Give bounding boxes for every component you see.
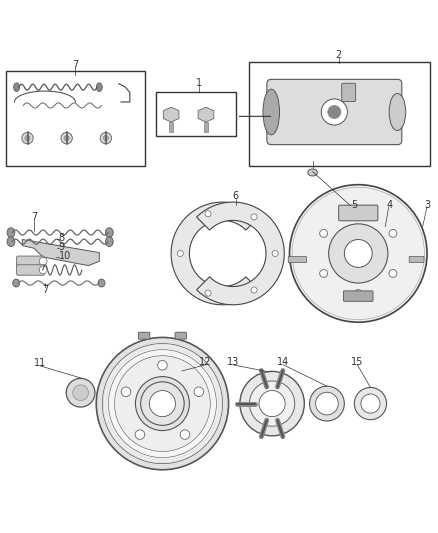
- Text: 9: 9: [59, 242, 65, 252]
- Circle shape: [320, 270, 328, 277]
- Ellipse shape: [389, 93, 406, 131]
- Circle shape: [389, 270, 397, 277]
- Ellipse shape: [7, 237, 15, 246]
- Circle shape: [61, 133, 72, 144]
- Text: 3: 3: [424, 200, 430, 209]
- FancyBboxPatch shape: [342, 83, 356, 102]
- Ellipse shape: [96, 83, 102, 92]
- Circle shape: [109, 350, 216, 457]
- Polygon shape: [163, 107, 179, 122]
- Circle shape: [158, 360, 167, 370]
- Text: 7: 7: [72, 60, 78, 70]
- Polygon shape: [22, 239, 99, 265]
- Circle shape: [180, 430, 190, 439]
- Circle shape: [354, 209, 362, 217]
- Ellipse shape: [106, 237, 113, 246]
- Circle shape: [121, 387, 131, 397]
- Circle shape: [354, 387, 387, 419]
- Polygon shape: [198, 107, 214, 122]
- FancyBboxPatch shape: [409, 256, 424, 263]
- Text: 1: 1: [196, 78, 202, 88]
- Ellipse shape: [263, 89, 279, 135]
- Circle shape: [115, 356, 210, 451]
- Text: 14: 14: [277, 357, 290, 367]
- Circle shape: [149, 391, 176, 417]
- Circle shape: [251, 214, 257, 220]
- FancyBboxPatch shape: [343, 291, 373, 301]
- Text: 2: 2: [336, 51, 342, 60]
- FancyBboxPatch shape: [175, 332, 186, 339]
- Circle shape: [135, 430, 145, 439]
- Circle shape: [177, 251, 184, 256]
- Ellipse shape: [98, 279, 105, 287]
- Text: 15: 15: [351, 357, 364, 367]
- Text: 6: 6: [233, 191, 239, 201]
- Text: 7: 7: [32, 212, 38, 222]
- Text: 12: 12: [199, 357, 211, 367]
- Circle shape: [39, 257, 47, 265]
- Text: 4: 4: [387, 200, 393, 209]
- FancyBboxPatch shape: [288, 256, 307, 263]
- Circle shape: [96, 337, 229, 470]
- FancyBboxPatch shape: [204, 122, 208, 133]
- FancyBboxPatch shape: [267, 79, 402, 144]
- Text: 8: 8: [59, 233, 65, 243]
- FancyBboxPatch shape: [250, 62, 430, 166]
- Circle shape: [259, 391, 285, 417]
- Ellipse shape: [308, 169, 318, 176]
- Circle shape: [389, 230, 397, 237]
- Circle shape: [73, 385, 88, 400]
- Circle shape: [328, 224, 388, 283]
- Text: 13: 13: [227, 357, 239, 367]
- Circle shape: [361, 394, 380, 413]
- FancyBboxPatch shape: [6, 71, 145, 166]
- Circle shape: [102, 344, 223, 464]
- Ellipse shape: [7, 228, 15, 237]
- Circle shape: [25, 135, 30, 141]
- Circle shape: [272, 251, 278, 256]
- Circle shape: [344, 239, 372, 268]
- Circle shape: [205, 211, 211, 217]
- Polygon shape: [171, 202, 259, 305]
- Text: 10: 10: [59, 252, 71, 262]
- FancyBboxPatch shape: [17, 256, 45, 266]
- Circle shape: [103, 135, 109, 141]
- FancyBboxPatch shape: [156, 92, 237, 136]
- Circle shape: [141, 382, 184, 425]
- FancyBboxPatch shape: [339, 205, 378, 221]
- Text: 11: 11: [34, 358, 46, 368]
- FancyBboxPatch shape: [169, 122, 173, 133]
- Circle shape: [310, 386, 344, 421]
- Circle shape: [354, 289, 362, 297]
- Circle shape: [321, 99, 347, 125]
- Text: 5: 5: [352, 200, 358, 209]
- Circle shape: [320, 230, 328, 237]
- Polygon shape: [197, 202, 284, 305]
- Circle shape: [66, 378, 95, 407]
- Circle shape: [250, 381, 295, 426]
- Circle shape: [316, 392, 338, 415]
- Circle shape: [194, 387, 204, 397]
- Circle shape: [205, 290, 211, 296]
- Ellipse shape: [14, 83, 20, 92]
- Ellipse shape: [13, 279, 20, 287]
- Circle shape: [240, 372, 304, 436]
- Circle shape: [328, 106, 341, 118]
- FancyBboxPatch shape: [138, 332, 150, 339]
- FancyBboxPatch shape: [17, 265, 45, 275]
- Circle shape: [290, 184, 427, 322]
- Text: 7: 7: [42, 285, 48, 295]
- Circle shape: [39, 266, 47, 274]
- Ellipse shape: [106, 228, 113, 237]
- Circle shape: [64, 135, 69, 141]
- Circle shape: [251, 287, 257, 293]
- Circle shape: [100, 133, 112, 144]
- Circle shape: [135, 377, 189, 431]
- Circle shape: [22, 133, 33, 144]
